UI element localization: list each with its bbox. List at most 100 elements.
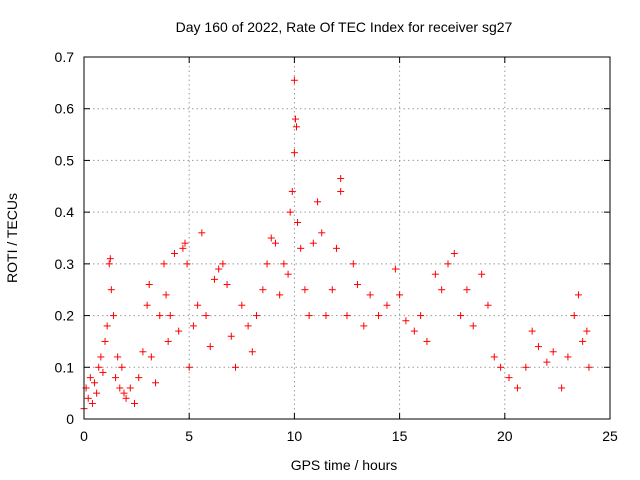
- data-point: [185, 363, 193, 371]
- data-point: [152, 379, 160, 387]
- data-point: [583, 327, 591, 335]
- data-point: [238, 301, 246, 309]
- data-point: [135, 374, 143, 382]
- data-point: [103, 322, 111, 330]
- data-point: [574, 291, 582, 299]
- y-tick-label: 0.1: [55, 359, 75, 375]
- data-point: [431, 270, 439, 278]
- data-point: [301, 286, 309, 294]
- data-point: [291, 115, 299, 123]
- data-point: [145, 281, 153, 289]
- data-point: [267, 234, 275, 242]
- data-point: [290, 76, 298, 84]
- data-point: [438, 286, 446, 294]
- data-point: [164, 337, 172, 345]
- data-point: [444, 260, 452, 268]
- y-tick-label: 0.7: [55, 49, 75, 65]
- data-point: [156, 312, 164, 320]
- data-point: [375, 312, 383, 320]
- data-point: [166, 312, 174, 320]
- data-point: [276, 291, 284, 299]
- data-point: [391, 265, 399, 273]
- data-point: [109, 312, 117, 320]
- y-tick-label: 0.3: [55, 256, 75, 272]
- data-point: [402, 317, 410, 325]
- data-point: [534, 343, 542, 351]
- y-tick-label: 0.2: [55, 308, 75, 324]
- data-point: [383, 301, 391, 309]
- data-point: [263, 260, 271, 268]
- data-point: [147, 353, 155, 361]
- chart-title: Day 160 of 2022, Rate Of TEC Index for r…: [176, 19, 513, 35]
- data-point: [490, 353, 498, 361]
- data-point: [181, 239, 189, 247]
- data-point: [114, 353, 122, 361]
- x-tick-label: 15: [392, 428, 408, 444]
- data-point: [120, 389, 128, 397]
- data-point: [84, 394, 92, 402]
- data-point: [558, 384, 566, 392]
- data-point: [253, 312, 261, 320]
- data-point: [337, 187, 345, 195]
- data-point: [139, 348, 147, 356]
- data-point: [288, 187, 296, 195]
- data-point: [130, 399, 138, 407]
- data-point: [564, 353, 572, 361]
- data-point: [175, 327, 183, 335]
- data-point: [450, 250, 458, 258]
- y-axis-label: ROTI / TECUs: [4, 193, 20, 283]
- data-point: [198, 229, 206, 237]
- data-point: [179, 244, 187, 252]
- data-point: [579, 337, 587, 345]
- data-point: [88, 399, 96, 407]
- data-point: [112, 374, 120, 382]
- data-point: [202, 312, 210, 320]
- data-point: [513, 384, 521, 392]
- x-axis-label: GPS time / hours: [291, 457, 398, 473]
- y-tick-label: 0: [66, 411, 74, 427]
- data-point: [549, 348, 557, 356]
- data-point: [91, 379, 99, 387]
- data-point: [332, 244, 340, 252]
- data-point: [271, 239, 279, 247]
- data-point: [328, 286, 336, 294]
- x-tick-label: 25: [602, 428, 618, 444]
- data-point: [396, 291, 404, 299]
- data-point: [349, 260, 357, 268]
- data-point: [505, 374, 513, 382]
- data-point: [528, 327, 536, 335]
- x-tick-label: 10: [287, 428, 303, 444]
- data-point: [410, 327, 418, 335]
- data-point: [522, 363, 530, 371]
- data-point: [219, 260, 227, 268]
- data-point: [585, 363, 593, 371]
- data-point: [106, 255, 114, 263]
- data-point: [160, 260, 168, 268]
- data-point: [286, 208, 294, 216]
- data-point: [570, 312, 578, 320]
- data-point: [170, 250, 178, 258]
- data-point: [223, 281, 231, 289]
- data-point: [354, 281, 362, 289]
- data-point: [478, 270, 486, 278]
- y-tick-label: 0.4: [55, 204, 75, 220]
- data-point: [143, 301, 151, 309]
- x-tick-label: 20: [497, 428, 513, 444]
- data-point: [248, 348, 256, 356]
- data-point: [194, 301, 202, 309]
- grid-lines: [84, 57, 610, 419]
- data-point: [259, 286, 267, 294]
- x-tick-label: 5: [185, 428, 193, 444]
- data-point: [322, 312, 330, 320]
- data-point: [484, 301, 492, 309]
- axis-ticks: [83, 56, 611, 420]
- data-point: [231, 363, 239, 371]
- data-point: [469, 322, 477, 330]
- data-point: [116, 384, 124, 392]
- data-point: [126, 384, 134, 392]
- data-point: [95, 363, 103, 371]
- data-point: [497, 363, 505, 371]
- data-point: [215, 265, 223, 273]
- data-point: [93, 389, 101, 397]
- data-point: [162, 291, 170, 299]
